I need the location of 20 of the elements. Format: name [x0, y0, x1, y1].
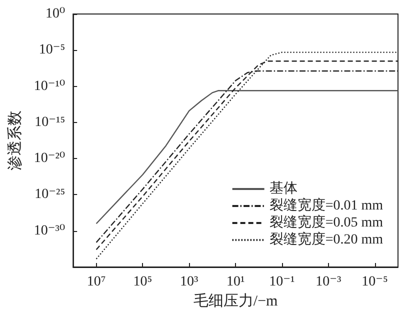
legend-label: 裂缝宽度=0.05 mm: [269, 214, 384, 230]
x-axis-title: 毛细压力/−m: [193, 292, 278, 310]
y-tick-label: 10⁻²⁰: [34, 151, 66, 166]
legend-label: 裂缝宽度=0.01 mm: [269, 198, 384, 214]
y-tick-label: 10⁻³⁰: [34, 223, 66, 238]
x-tick-label: 10⁻⁵: [362, 274, 388, 290]
y-tick-label: 10⁰: [45, 6, 66, 22]
y-tick-label: 10⁻¹⁰: [34, 78, 66, 94]
x-tick-label: 10¹: [226, 274, 245, 290]
legend-label: 裂缝宽度=0.20 mm: [269, 232, 384, 248]
x-tick-label: 10⁷: [86, 274, 106, 290]
y-tick-label: 10⁻²⁵: [34, 187, 66, 202]
legend-label: 基体: [269, 180, 298, 196]
y-tick-label: 10⁻⁵: [38, 42, 66, 58]
x-tick-label: 10⁻¹: [269, 274, 295, 290]
y-tick-label: 10⁻¹⁵: [34, 114, 66, 130]
x-tick-label: 10⁻³: [316, 274, 342, 290]
x-tick-label: 10³: [180, 274, 198, 290]
y-axis-title: 渗透系数: [6, 110, 24, 170]
x-tick-label: 10⁵: [133, 274, 152, 290]
